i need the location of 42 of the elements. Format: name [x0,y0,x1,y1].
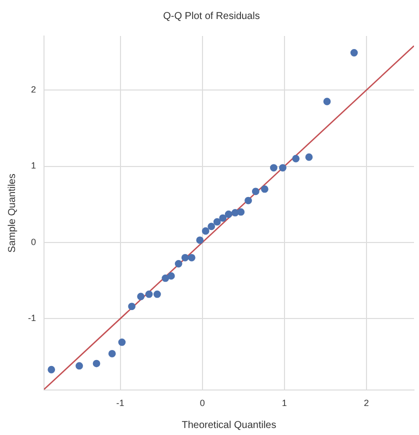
point [279,164,286,172]
x-axis-title: Theoretical Quantiles [182,420,276,431]
point [260,185,268,193]
point [305,153,313,161]
point [323,98,331,106]
x-tick-label: 1 [282,398,287,408]
point [92,360,100,368]
x-tick-label: 2 [364,398,369,408]
point [231,209,239,216]
point [137,292,145,300]
y-tick-label: 1 [30,160,36,171]
point [76,362,83,370]
point [219,214,227,222]
point [350,49,358,56]
point [162,274,170,282]
point [48,366,56,374]
point [145,290,153,298]
x-tick-label: -1 [116,398,124,408]
point [181,254,189,262]
point [292,154,300,162]
point [244,196,252,204]
point [224,210,232,218]
point [208,222,216,230]
y-axis-title: Sample Quantiles [6,174,18,253]
point [270,164,278,172]
point [108,350,116,358]
y-tick-label: 0 [30,236,36,247]
chart-title: Q-Q Plot of Residuals [163,10,260,22]
point [196,236,204,244]
point [174,260,182,268]
point [213,218,221,226]
point [237,208,245,216]
point [154,290,161,298]
point [128,302,136,310]
point [167,272,175,280]
y-tick-label: 2 [30,84,36,95]
point [202,227,210,235]
x-tick-label: 0 [200,398,205,408]
y-tick-label: -1 [28,313,36,324]
point [118,338,126,346]
point [252,188,260,196]
point [188,254,196,262]
